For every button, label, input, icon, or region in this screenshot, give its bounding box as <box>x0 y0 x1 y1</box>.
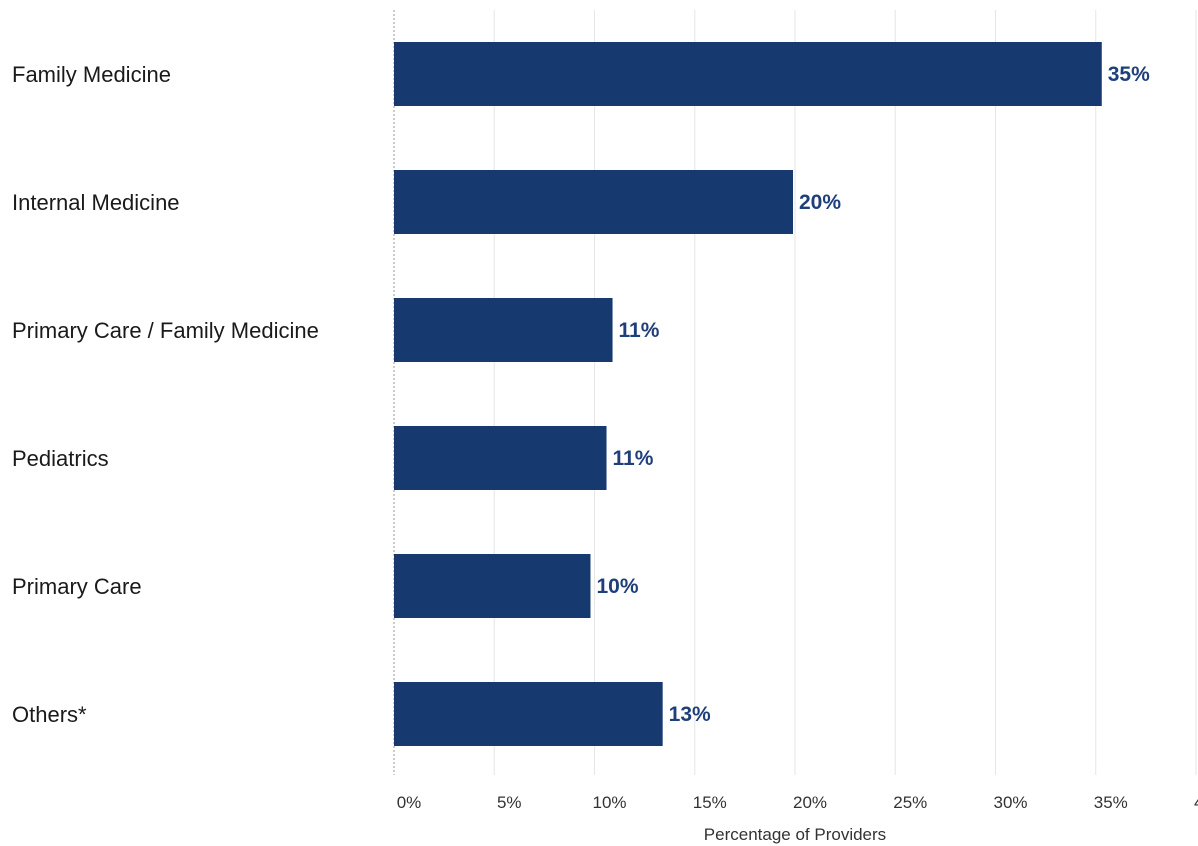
x-tick-label: 15% <box>693 793 727 812</box>
x-axis-title: Percentage of Providers <box>704 825 886 844</box>
x-tick-label: 10% <box>592 793 626 812</box>
value-label: 35% <box>1108 63 1150 86</box>
category-label: Primary Care <box>12 574 142 599</box>
category-label: Pediatrics <box>12 446 109 471</box>
x-tick-label: 40% <box>1194 793 1198 812</box>
value-labels: 35% 20% 11% 11% 10% 13% <box>596 63 1150 726</box>
bar <box>394 298 613 362</box>
category-label: Internal Medicine <box>12 190 180 215</box>
x-tick-label: 20% <box>793 793 827 812</box>
bar <box>394 426 607 490</box>
x-tick-label: 25% <box>893 793 927 812</box>
bar <box>394 682 663 746</box>
bar <box>394 554 591 618</box>
bar <box>394 42 1102 106</box>
category-label: Family Medicine <box>12 62 171 87</box>
category-label: Primary Care / Family Medicine <box>12 318 319 343</box>
category-labels: Family Medicine Internal Medicine Primary … <box>12 62 319 727</box>
bars <box>394 42 1102 746</box>
value-label: 11% <box>613 447 654 470</box>
gridlines <box>393 10 1197 775</box>
x-axis-ticks: 0% 5% 10% 15% 20% 25% 30% 35% 40% <box>397 793 1198 812</box>
x-tick-label: 5% <box>497 793 522 812</box>
value-label: 10% <box>596 575 638 598</box>
bar <box>394 170 793 234</box>
value-label: 13% <box>669 703 711 726</box>
x-tick-label: 0% <box>397 793 422 812</box>
value-label: 20% <box>799 191 841 214</box>
category-label: Others* <box>12 702 87 727</box>
value-label: 11% <box>619 319 660 342</box>
x-tick-label: 35% <box>1094 793 1128 812</box>
x-tick-label: 30% <box>993 793 1027 812</box>
